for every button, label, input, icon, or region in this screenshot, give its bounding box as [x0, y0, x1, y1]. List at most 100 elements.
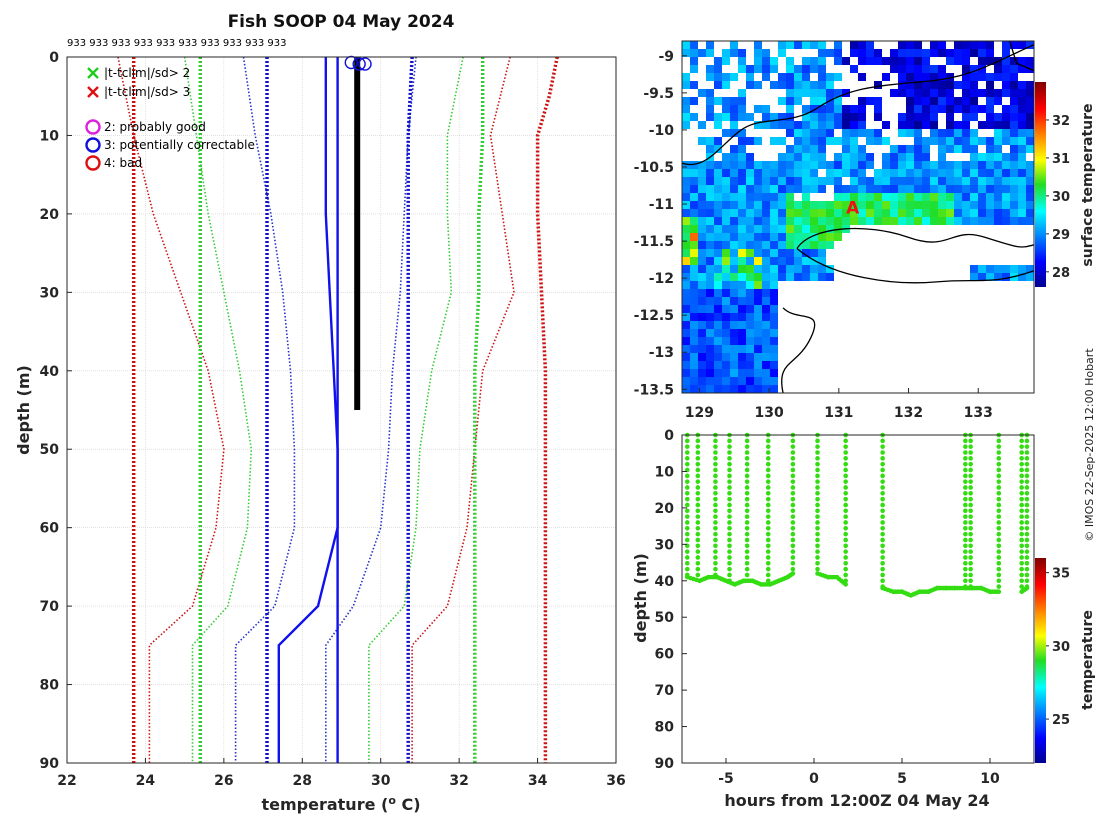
map-sst-cell — [730, 353, 738, 361]
map-sst-cell — [802, 185, 810, 193]
map-sst-cell — [954, 193, 962, 201]
map-sst-cell — [914, 193, 922, 201]
map-sst-cell — [858, 49, 866, 57]
map-sst-cell — [970, 161, 978, 169]
map-sst-cell — [706, 281, 714, 289]
map-sst-cell — [730, 193, 738, 201]
map-sst-cell — [978, 273, 986, 281]
map-sst-cell — [1002, 193, 1010, 201]
map-sst-cell — [802, 129, 810, 137]
map-sst-cell — [738, 57, 746, 65]
map-sst-cell — [682, 353, 690, 361]
map-sst-cell — [730, 153, 738, 161]
map-sst-cell — [930, 73, 938, 81]
map-sst-cell — [770, 385, 778, 393]
map-y-tick-label: -11.5 — [634, 234, 674, 250]
map-sst-cell — [738, 321, 746, 329]
map-sst-cell — [802, 137, 810, 145]
map-sst-cell — [770, 297, 778, 305]
depth-time-point — [843, 450, 848, 455]
map-sst-cell — [890, 193, 898, 201]
map-sst-cell — [746, 65, 754, 73]
map-sst-cell — [730, 313, 738, 321]
map-sst-cell — [994, 73, 1002, 81]
profile-y-tick-label: 40 — [40, 364, 60, 380]
map-sst-cell — [722, 241, 730, 249]
map-sst-cell — [794, 185, 802, 193]
map-sst-cell — [682, 313, 690, 321]
map-sst-cell — [970, 153, 978, 161]
map-sst-cell — [698, 185, 706, 193]
map-sst-cell — [930, 113, 938, 121]
depth-time-point — [996, 549, 1002, 554]
profile-flag-circle — [358, 57, 372, 71]
map-sst-cell — [874, 129, 882, 137]
map-sst-cell — [802, 273, 810, 281]
map-sst-cell — [930, 209, 938, 217]
map-sst-cell — [762, 273, 770, 281]
map-sst-cell — [706, 377, 714, 385]
map-sst-cell — [826, 73, 834, 81]
map-sst-cell — [810, 113, 818, 121]
depth-time-point — [790, 537, 796, 543]
map-sst-cell — [738, 209, 746, 217]
depth-time-point — [1024, 549, 1030, 554]
map-sst-cell — [1002, 65, 1010, 73]
depth-time-point — [968, 473, 973, 479]
map-sst-cell — [762, 233, 770, 241]
map-sst-cell — [978, 193, 986, 201]
depth-time-point — [713, 537, 718, 543]
depth-time-point — [744, 467, 750, 473]
map-sst-cell — [706, 193, 714, 201]
map-sst-cell — [738, 185, 746, 193]
map-sst-cell — [706, 49, 714, 57]
map-sst-cell — [714, 201, 722, 209]
map-sst-cell — [930, 41, 938, 49]
map-sst-cell — [866, 49, 874, 57]
map-sst-cell — [922, 49, 930, 57]
map-sst-cell — [986, 177, 994, 185]
map-sst-cell — [698, 89, 706, 97]
map-sst-cell — [698, 305, 706, 313]
map-sst-cell — [826, 217, 834, 225]
depth-time-point — [727, 508, 732, 514]
depth-time-point — [713, 491, 718, 496]
depth-time-point — [815, 555, 820, 560]
map-sst-cell — [922, 81, 930, 89]
map-sst-cell — [770, 249, 778, 257]
depth-time-point — [815, 496, 820, 502]
map-sst-cell — [978, 49, 986, 57]
depth-time-point — [843, 549, 848, 554]
depth-time-point — [727, 543, 732, 549]
map-sst-cell — [922, 169, 930, 177]
map-sst-cell — [706, 169, 714, 177]
map-sst-cell — [722, 153, 730, 161]
map-colorbar-tick-label: 30 — [1052, 190, 1070, 205]
depth-time-point — [727, 560, 732, 566]
depth-time-colorbar-tick-label: 30 — [1052, 640, 1070, 655]
map-sst-cell — [1002, 185, 1010, 193]
map-sst-cell — [682, 81, 690, 89]
map-sst-cell — [946, 177, 954, 185]
map-sst-cell — [842, 145, 850, 153]
map-sst-cell — [690, 241, 698, 249]
map-sst-cell — [922, 153, 930, 161]
map-sst-cell — [962, 129, 970, 137]
map-sst-cell — [714, 97, 722, 105]
depth-time-point — [713, 473, 718, 479]
map-sst-cell — [690, 361, 698, 369]
depth-time-point — [815, 543, 820, 549]
map-sst-cell — [874, 169, 882, 177]
map-sst-cell — [762, 201, 770, 209]
map-sst-cell — [778, 73, 786, 81]
map-sst-cell — [978, 65, 986, 73]
map-sst-cell — [698, 177, 706, 185]
map-sst-cell — [682, 329, 690, 337]
map-sst-cell — [834, 201, 842, 209]
map-sst-cell — [866, 57, 874, 65]
map-sst-cell — [810, 233, 818, 241]
depth-time-colorbar-tick-label: 35 — [1052, 567, 1070, 582]
map-sst-cell — [690, 257, 698, 265]
map-sst-cell — [810, 169, 818, 177]
map-sst-cell — [738, 97, 746, 105]
